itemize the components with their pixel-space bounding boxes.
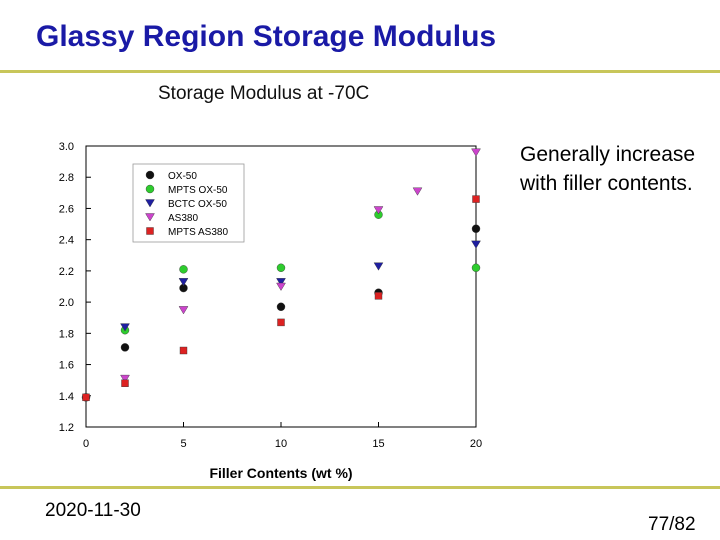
x-tick-label: 20 — [470, 438, 482, 450]
legend-marker — [145, 170, 155, 180]
data-point — [121, 379, 129, 387]
chart-title: Storage Modulus at -70C — [158, 83, 370, 104]
data-point — [276, 302, 286, 311]
data-point — [276, 282, 286, 291]
data-point — [471, 240, 481, 249]
data-point — [179, 346, 188, 355]
data-point — [374, 292, 383, 300]
x-axis-label: Filler Contents (wt %) — [209, 465, 352, 481]
data-point — [82, 393, 90, 402]
page-number: 77/82 — [648, 514, 696, 535]
y-axis: 1.2 1.4 1.6 1.8 2.0 2.2 2.4 2.6 2.8 3.0 — [59, 141, 91, 434]
data-point — [120, 343, 130, 352]
data-point — [120, 374, 130, 383]
legend-label: MPTS OX-50 — [168, 185, 228, 196]
data-point — [471, 224, 481, 233]
legend-marker — [145, 213, 155, 222]
legend-label: OX-50 — [168, 171, 197, 182]
x-tick-label: 10 — [275, 438, 287, 450]
legend-marker — [145, 199, 155, 208]
data-point — [373, 206, 384, 215]
footer-date: 2020-11-30 — [45, 500, 141, 521]
title-divider — [0, 70, 720, 73]
data-point — [471, 263, 481, 272]
footer-divider — [0, 486, 720, 489]
data-point — [120, 323, 130, 332]
y-tick-label: 3.0 — [59, 141, 74, 153]
legend-marker — [145, 184, 155, 194]
y-tick-label: 2.0 — [59, 297, 74, 309]
data-point — [276, 263, 286, 272]
data-point — [373, 262, 384, 271]
data-point — [178, 278, 189, 287]
x-tick-label: 15 — [372, 438, 384, 450]
legend-label: AS380 — [168, 213, 198, 224]
data-point — [412, 187, 423, 196]
y-tick-label: 2.2 — [59, 266, 74, 278]
x-axis: 0 5 10 15 20 — [83, 422, 482, 450]
legend-label: MPTS AS380 — [168, 227, 228, 238]
side-note: Generally increase with filler contents. — [520, 143, 696, 195]
y-tick-label: 1.6 — [59, 360, 74, 372]
x-tick-label: 0 — [83, 438, 89, 450]
data-point — [277, 318, 285, 327]
y-tick-label: 1.2 — [59, 422, 74, 434]
legend-label: BCTC OX-50 — [168, 199, 227, 210]
y-tick-label: 2.6 — [59, 203, 74, 215]
y-tick-label: 1.8 — [59, 328, 74, 340]
x-tick-label: 5 — [180, 438, 186, 450]
legend: OX-50 MPTS OX-50 BCTC OX-50 AS380 MPTS AS380 — [132, 163, 245, 243]
legend-marker — [146, 227, 154, 235]
data-point — [472, 195, 480, 203]
y-tick-label: 1.4 — [59, 391, 74, 403]
data-point — [276, 278, 286, 287]
y-tick-label: 2.4 — [59, 235, 74, 247]
y-tick-label: 2.8 — [59, 172, 74, 184]
slide-title: Glassy Region Storage Modulus — [36, 20, 497, 53]
data-point — [178, 306, 189, 315]
data-points — [81, 148, 481, 402]
data-point — [179, 265, 188, 274]
data-point — [471, 148, 481, 157]
